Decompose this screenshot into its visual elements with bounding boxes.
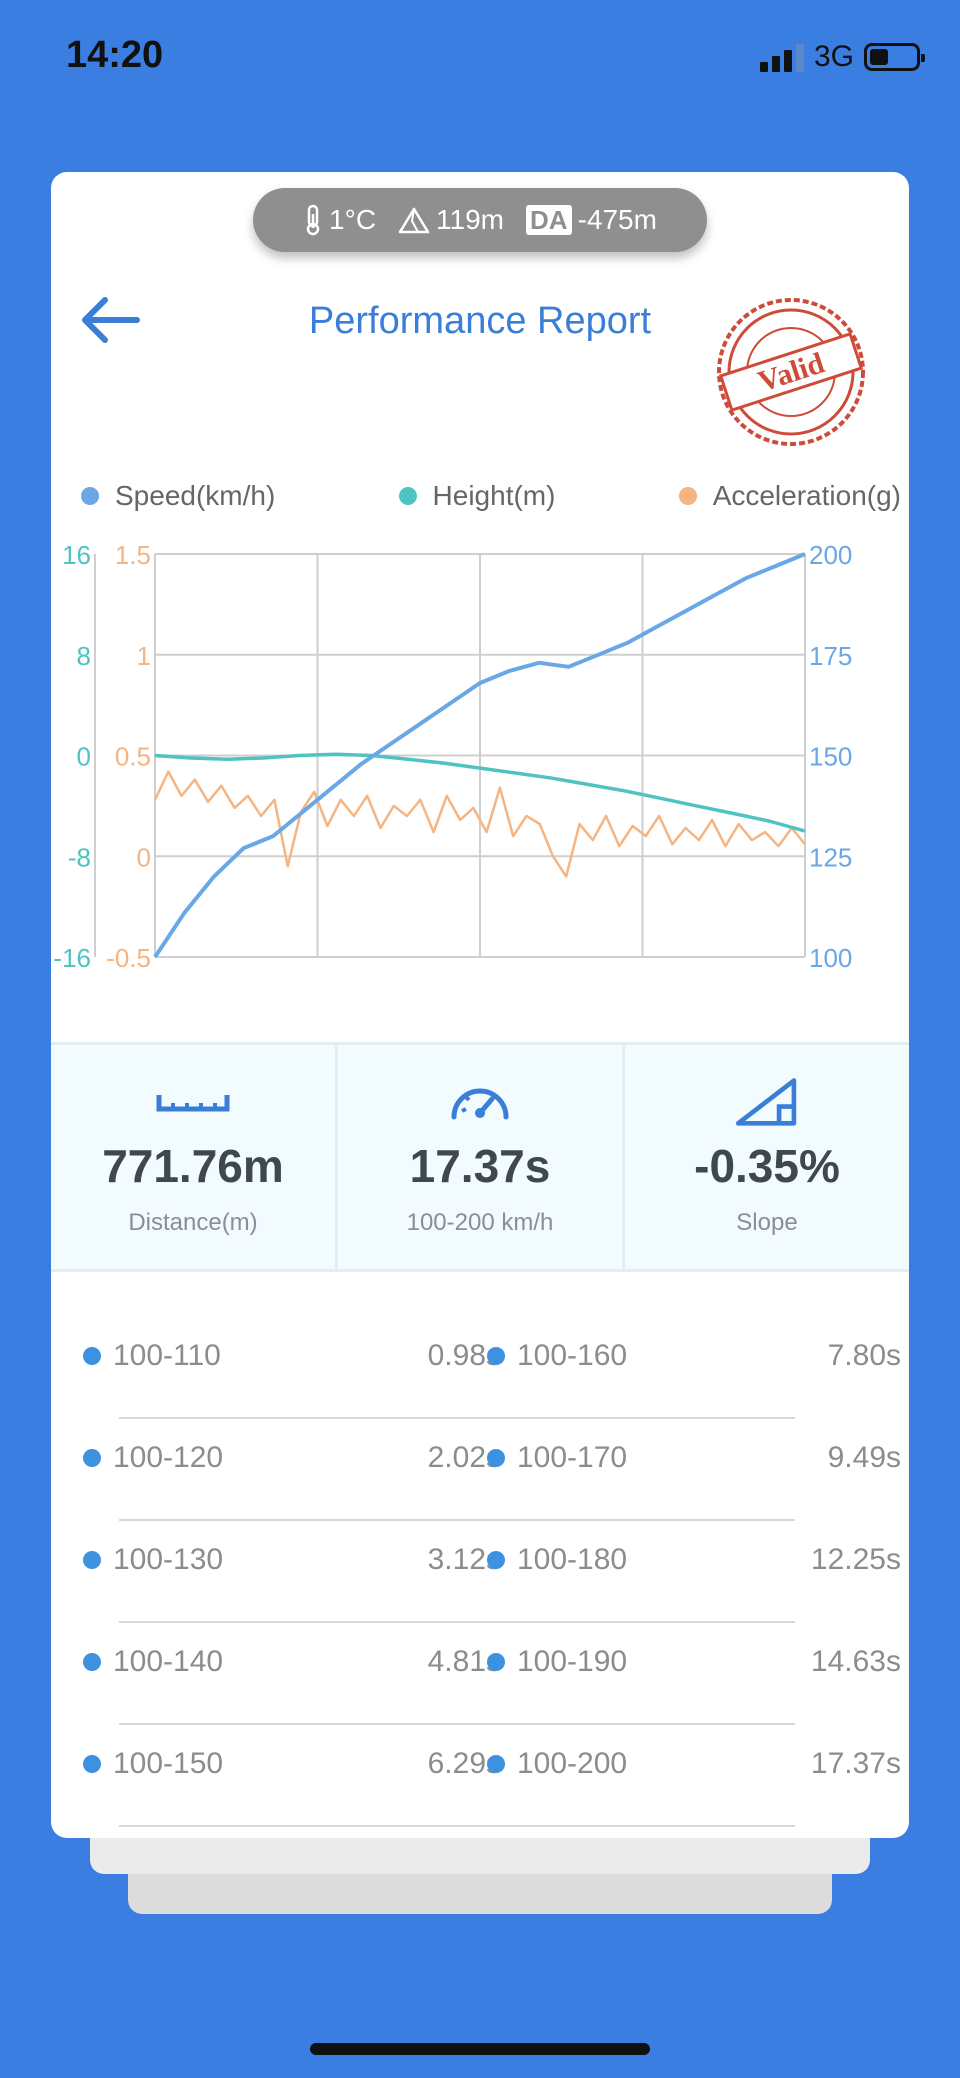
height-tick-label: -16 (53, 943, 91, 973)
split-item: 100-200 (487, 1747, 627, 1781)
mountain-icon (398, 207, 430, 234)
split-time: 7.80s (827, 1339, 901, 1372)
height-tick-label: -8 (68, 842, 91, 872)
split-item: 100-190 (487, 1645, 627, 1679)
slope-icon (735, 1078, 797, 1126)
split-time: 9.49s (827, 1441, 901, 1474)
acceleration-tick-label: 1 (137, 641, 151, 671)
home-indicator (310, 2043, 650, 2055)
page-title: Performance Report (308, 300, 652, 342)
speedometer-icon (451, 1088, 509, 1120)
split-time: 2.02s (427, 1441, 501, 1474)
split-item: 100-120 (83, 1441, 223, 1475)
density-altitude-item: DA -475m (526, 204, 657, 236)
split-time: 12.25s (810, 1543, 901, 1576)
split-row: 100-140 4.81s 100-190 14.63s (51, 1623, 909, 1725)
stat-time: 17.37s 100-200 km/h (338, 1045, 625, 1269)
acceleration-tick-label: 0 (137, 842, 151, 872)
split-row: 100-110 0.98s 100-160 7.80s (51, 1317, 909, 1419)
split-time: 0.98s (427, 1339, 501, 1372)
legend-height: Height(m) (398, 480, 555, 512)
legend-acceleration: Acceleration(g) (678, 480, 901, 512)
height-tick-label: 16 (62, 542, 91, 570)
split-time: 4.81s (427, 1645, 501, 1678)
report-card: 1°C 119m DA -475m Performance Report Val… (51, 172, 909, 1838)
acceleration-tick-label: 1.5 (115, 542, 151, 570)
battery-icon (864, 43, 925, 71)
split-row: 100-130 3.12s 100-180 12.25s (51, 1521, 909, 1623)
stat-distance: 771.76m Distance(m) (51, 1045, 338, 1269)
legend-speed: Speed(km/h) (81, 480, 275, 512)
split-item: 100-130 (83, 1543, 223, 1577)
split-item: 100-160 (487, 1339, 627, 1373)
height-tick-label: 0 (77, 742, 91, 772)
acceleration-line (153, 770, 806, 878)
ruler-icon (156, 1095, 230, 1112)
temperature-item: 1°C (303, 204, 376, 236)
density-altitude-value: -475m (577, 204, 657, 235)
acceleration-tick-label: 0.5 (115, 742, 151, 772)
split-item: 100-140 (83, 1645, 223, 1679)
distance-value: 771.76m (102, 1140, 284, 1192)
speed-line (153, 552, 806, 959)
speed-tick-label: 125 (809, 842, 852, 872)
temperature-value: 1°C (329, 204, 377, 235)
speed-tick-label: 150 (809, 742, 852, 772)
split-item: 100-180 (487, 1543, 627, 1577)
signal-icon (759, 42, 804, 72)
environment-pill: 1°C 119m DA -475m (253, 188, 707, 252)
slope-value: -0.35% (694, 1140, 840, 1192)
split-row: 100-120 2.02s 100-170 9.49s (51, 1419, 909, 1521)
split-row: 100-150 6.29s 100-200 17.37s (51, 1725, 909, 1827)
status-bar: 14:20 3G (0, 0, 960, 110)
back-button[interactable] (75, 290, 145, 350)
split-time: 6.29s (427, 1747, 501, 1780)
split-times-list: 100-110 0.98s 100-160 7.80s 100-120 2.02… (51, 1317, 909, 1827)
speed-tick-label: 200 (809, 542, 852, 570)
network-label: 3G (813, 40, 854, 73)
split-time: 17.37s (810, 1747, 901, 1780)
height-tick-label: 8 (77, 641, 91, 671)
stats-panel: 771.76m Distance(m) 17.37s 100-200 km/h … (51, 1042, 909, 1272)
da-badge: DA (526, 205, 572, 235)
status-time: 14:20 (66, 34, 164, 76)
altitude-value: 119m (436, 204, 505, 235)
back-arrow-icon (82, 297, 140, 343)
speed-tick-label: 175 (809, 641, 852, 671)
acceleration-tick-label: -0.5 (106, 943, 151, 973)
split-time: 14.63s (810, 1645, 901, 1678)
valid-stamp: Valid (717, 298, 865, 446)
speed-tick-label: 100 (809, 943, 852, 973)
slope-label: Slope (736, 1209, 798, 1236)
stat-slope: -0.35% Slope (625, 1045, 909, 1269)
split-item: 100-110 (83, 1339, 221, 1373)
time-value: 17.37s (409, 1140, 551, 1192)
height-line (154, 752, 806, 833)
status-indicators: 3G (759, 40, 925, 74)
altitude-item: 119m (398, 204, 504, 236)
split-item: 100-150 (83, 1747, 223, 1781)
distance-label: Distance(m) (128, 1209, 258, 1236)
performance-chart: 16 8 0 -8 -16 1.5 1 0.5 0 -0.5 200 175 150 125 100 (53, 542, 852, 973)
thermometer-icon (306, 204, 320, 236)
split-time: 3.12s (427, 1543, 501, 1576)
time-label: 100-200 km/h (406, 1209, 554, 1236)
chart-legend: Speed(km/h) Height(m) Acceleration(g) (81, 480, 901, 512)
split-item: 100-170 (487, 1441, 627, 1475)
